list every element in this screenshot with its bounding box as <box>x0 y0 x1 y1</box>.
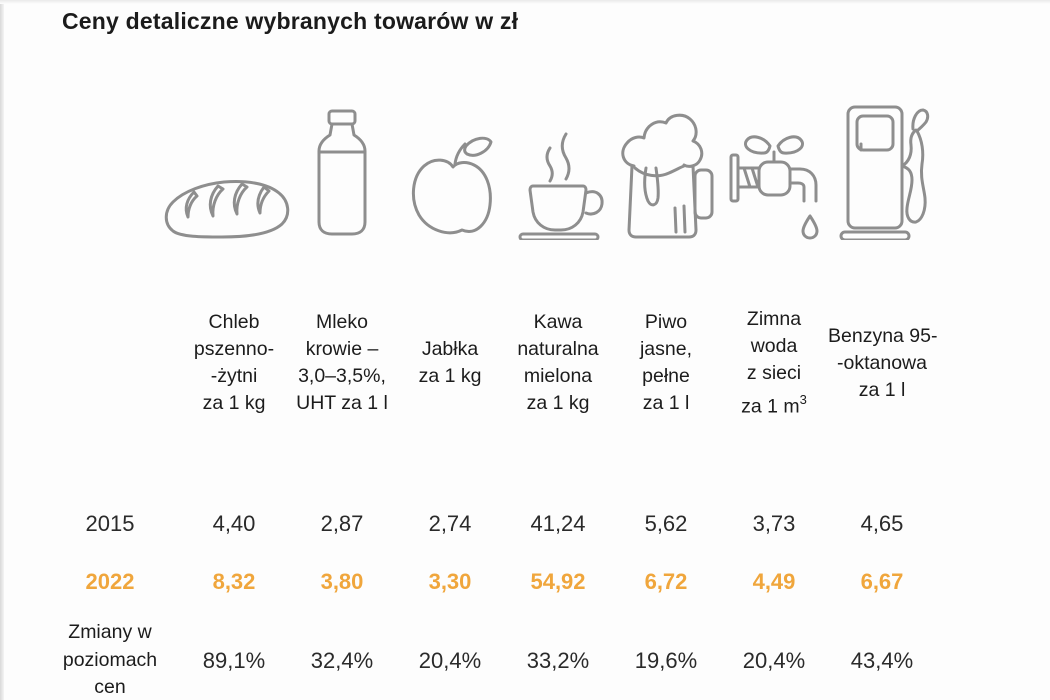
row-change: Zmiany w poziomach cen 89,1% 32,4% 20,4%… <box>40 619 980 700</box>
column-header-petrol: Benzyna 95- -oktanowa za 1 l <box>828 324 938 401</box>
price-change: 20,4% <box>742 647 806 673</box>
column-header-apples: Jabłka za 1 kg <box>418 338 482 388</box>
row-label-spacer <box>40 100 180 240</box>
price-2022: 6,67 <box>860 568 904 594</box>
price-change: 89,1% <box>202 647 266 673</box>
price-2015: 5,62 <box>644 510 688 536</box>
price-2015: 3,73 <box>752 510 796 536</box>
column-header-coffee: Kawa naturalna mielona za 1 kg <box>517 311 599 415</box>
price-table: Chleb pszenno- -żytni za 1 kg Mleko krow… <box>40 100 980 700</box>
price-2022: 3,80 <box>320 568 364 594</box>
apple-icon <box>396 100 504 240</box>
beer-mug-icon <box>612 100 720 240</box>
page-title: Ceny detaliczne wybranych towarów w zł <box>62 8 519 34</box>
coffee-cup-icon <box>504 100 612 240</box>
row-label-2015: 2015 <box>85 510 135 536</box>
price-2022: 3,30 <box>428 568 472 594</box>
price-change: 19,6% <box>634 647 698 673</box>
water-tap-icon <box>720 100 828 240</box>
row-label-change: Zmiany w poziomach cen <box>62 621 158 699</box>
price-2022: 8,32 <box>212 568 256 594</box>
price-2015: 2,87 <box>320 510 364 536</box>
bread-icon <box>164 100 290 240</box>
fuel-pump-icon <box>828 100 936 240</box>
price-2022: 4,49 <box>752 568 796 594</box>
price-change: 32,4% <box>310 647 374 673</box>
row-2022: 2022 8,32 3,80 3,30 54,92 6,72 4,49 6,67 <box>40 567 980 597</box>
left-edge-shade <box>0 0 4 700</box>
price-2015: 41,24 <box>530 510 586 536</box>
price-2022: 54,92 <box>530 568 586 594</box>
row-2015: 2015 4,40 2,87 2,74 41,24 5,62 3,73 4,65 <box>40 509 980 539</box>
price-2015: 2,74 <box>428 510 472 536</box>
price-2022: 6,72 <box>644 568 688 594</box>
column-header-milk: Mleko krowie – 3,0–3,5%, UHT za 1 l <box>296 311 388 415</box>
price-change: 20,4% <box>418 647 482 673</box>
column-header-bread: Chleb pszenno- -żytni za 1 kg <box>193 311 275 415</box>
price-change: 33,2% <box>526 647 590 673</box>
product-icons-row <box>40 100 980 240</box>
column-header-water: Zimna woda z sieci za 1 m3 <box>741 308 807 418</box>
column-header-beer: Piwo jasne, pełne za 1 l <box>639 311 693 415</box>
top-edge-shade <box>0 0 1050 4</box>
row-label-2022: 2022 <box>85 568 135 594</box>
price-change: 43,4% <box>850 647 914 673</box>
column-headers-row: Chleb pszenno- -żytni za 1 kg Mleko krow… <box>40 306 980 421</box>
price-2015: 4,40 <box>212 510 256 536</box>
milk-bottle-icon <box>288 100 396 240</box>
price-2015: 4,65 <box>860 510 904 536</box>
